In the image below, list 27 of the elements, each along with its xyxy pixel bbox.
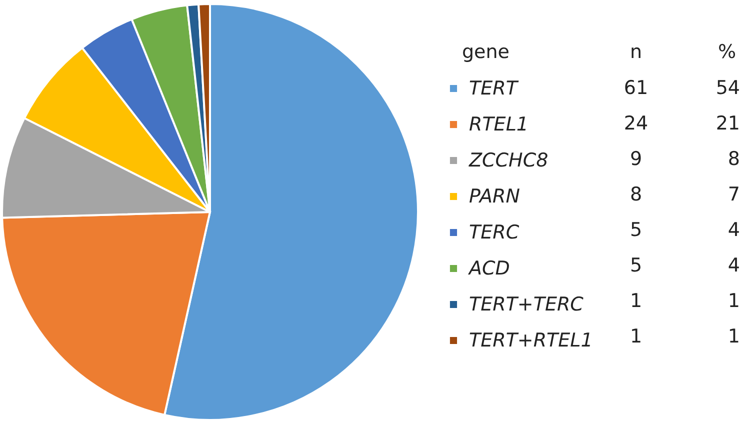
legend-label: ACD <box>467 258 510 280</box>
text: 4 <box>728 219 740 241</box>
text: 7 <box>728 184 740 206</box>
data-label: 1 <box>630 290 642 312</box>
legend-label: TERT+RTEL1 <box>469 330 593 352</box>
data-label: 9 <box>630 148 642 170</box>
text: 1 <box>728 290 740 312</box>
legend-title: gene <box>462 41 510 63</box>
data-label: 5 <box>630 219 642 241</box>
text: 1 <box>728 326 740 348</box>
data-label: 8 <box>630 184 642 206</box>
legend-label: TERC <box>469 222 520 244</box>
legend-label: ZCCHC8 <box>468 150 548 172</box>
text: 4 <box>728 254 740 276</box>
text: 54 <box>716 77 740 99</box>
data-label: 24 <box>624 112 648 134</box>
data-label: 1 <box>630 326 642 348</box>
legend-label: PARN <box>469 186 520 208</box>
legend-label: TERT+TERC <box>469 294 584 316</box>
data-label: 61 <box>624 77 648 99</box>
text: 8 <box>728 148 740 170</box>
text: n <box>630 41 642 63</box>
legend-label: TERT <box>469 78 519 100</box>
text: 21 <box>716 112 740 134</box>
data-label: 5 <box>630 254 642 276</box>
legend-label: RTEL1 <box>469 114 528 136</box>
text: % <box>718 41 736 63</box>
